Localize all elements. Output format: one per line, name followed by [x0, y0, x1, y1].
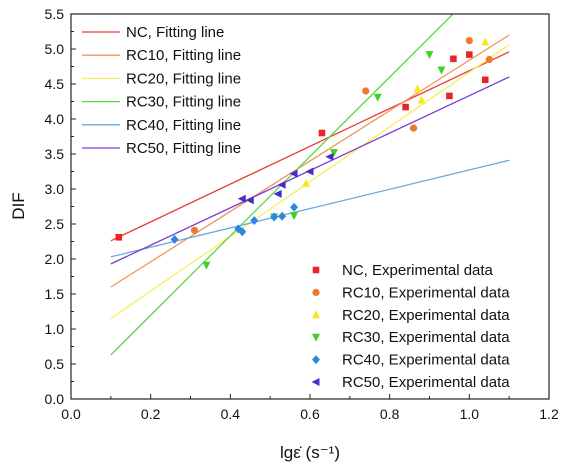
data-point-5-0 — [237, 194, 246, 203]
y-axis-title: DIF — [9, 192, 28, 219]
fitting-line-legend: NC, Fitting line RC10, Fitting line RC20, … — [82, 24, 241, 157]
experimental-data-legend: NC, Experimental data RC10, Experimental … — [311, 262, 510, 391]
data-point-0-2 — [402, 103, 409, 111]
legend-data-label-2: RC20, Experimental data — [342, 307, 510, 324]
y-tick-label: 4.5 — [45, 76, 65, 92]
legend-fit-label-0: NC, Fitting line — [126, 24, 224, 41]
y-tick-label: 5.5 — [45, 6, 65, 22]
x-tick-label: 0.6 — [300, 406, 320, 422]
data-point-4-5 — [278, 211, 287, 221]
x-tick-label: 0.2 — [141, 406, 161, 422]
x-axis-title: lgε̇ (s⁻¹) — [280, 443, 340, 462]
legend-data-marker-0 — [312, 266, 320, 274]
x-tick-label: 1.2 — [539, 406, 559, 422]
fit-line-1 — [110, 34, 510, 288]
x-tick-label: 1.0 — [460, 406, 480, 422]
data-point-1-3 — [465, 37, 473, 45]
y-tick-label: 4.0 — [45, 111, 65, 127]
legend-data-label-3: RC30, Experimental data — [342, 329, 510, 346]
x-tick-label: 0.4 — [221, 406, 241, 422]
y-tick-label: 1.5 — [45, 286, 65, 302]
legend-data-marker-5 — [311, 378, 320, 386]
legend-data-label-5: RC50, Experimental data — [342, 374, 510, 391]
data-point-4-0 — [170, 234, 179, 244]
y-tick-label: 0.5 — [45, 356, 65, 372]
data-point-5-3 — [277, 180, 286, 189]
y-tick-label: 3.5 — [45, 146, 65, 162]
data-point-0-4 — [450, 55, 457, 63]
data-point-3-2 — [290, 212, 299, 221]
data-point-4-2 — [238, 227, 247, 237]
y-tick-label: 1.0 — [45, 321, 65, 337]
y-tick-label: 3.0 — [45, 181, 65, 197]
data-point-5-5 — [305, 167, 314, 176]
data-point-2-0 — [302, 178, 311, 187]
data-point-5-2 — [273, 189, 282, 198]
legend-fit-label-4: RC40, Fitting line — [126, 117, 241, 134]
legend-data-label-4: RC40, Experimental data — [342, 352, 510, 369]
data-point-3-5 — [425, 51, 434, 60]
fit-line-2 — [110, 44, 510, 320]
data-point-1-2 — [409, 124, 418, 132]
data-point-1-4 — [485, 55, 493, 64]
data-point-3-6 — [437, 66, 446, 75]
y-tick-label: 0.0 — [45, 391, 65, 407]
data-point-0-0 — [115, 234, 123, 241]
y-tick-label: 2.0 — [45, 251, 65, 267]
legend-fit-label-5: RC50, Fitting line — [126, 140, 241, 157]
data-point-4-6 — [290, 202, 299, 212]
legend-data-marker-3 — [312, 333, 320, 342]
fit-line-3 — [110, 14, 454, 356]
fit-line-0 — [110, 51, 510, 242]
data-point-3-0 — [202, 261, 211, 270]
data-point-5-1 — [245, 196, 254, 205]
experimental-points — [115, 37, 493, 270]
data-point-3-3 — [329, 149, 338, 158]
data-point-5-4 — [289, 169, 298, 178]
legend-data-marker-1 — [312, 288, 320, 296]
data-point-4-3 — [250, 216, 259, 225]
axis-ticks: 0.0 0.2 0.4 0.6 0.8 1.0 1.2 0.0 0.5 1.0 1.5 2.0 2.5 3… — [45, 6, 559, 422]
data-point-0-5 — [466, 51, 473, 58]
data-point-2-3 — [481, 37, 490, 46]
data-point-0-6 — [481, 76, 489, 84]
legend-fit-label-1: RC10, Fitting line — [126, 47, 241, 64]
x-tick-label: 0.0 — [61, 406, 81, 422]
data-point-4-4 — [270, 212, 279, 222]
legend-data-marker-2 — [312, 310, 320, 319]
x-tick-label: 0.8 — [380, 406, 400, 422]
legend-fit-label-3: RC30, Fitting line — [126, 94, 241, 111]
fit-line-4 — [110, 159, 510, 258]
legend-data-label-0: NC, Experimental data — [342, 262, 494, 279]
data-point-1-0 — [190, 226, 199, 234]
y-tick-label: 2.5 — [45, 216, 65, 232]
data-point-1-1 — [362, 87, 370, 95]
legend-fit-label-2: RC20, Fitting line — [126, 70, 241, 87]
y-tick-label: 5.0 — [45, 41, 65, 57]
legend-data-label-1: RC10, Experimental data — [342, 284, 510, 301]
data-point-0-1 — [318, 129, 326, 137]
data-point-2-1 — [413, 84, 422, 93]
data-point-2-2 — [417, 95, 426, 104]
legend-data-marker-4 — [312, 355, 320, 365]
data-point-3-4 — [373, 93, 382, 102]
data-point-0-3 — [446, 92, 453, 100]
data-point-5-6 — [325, 152, 334, 161]
